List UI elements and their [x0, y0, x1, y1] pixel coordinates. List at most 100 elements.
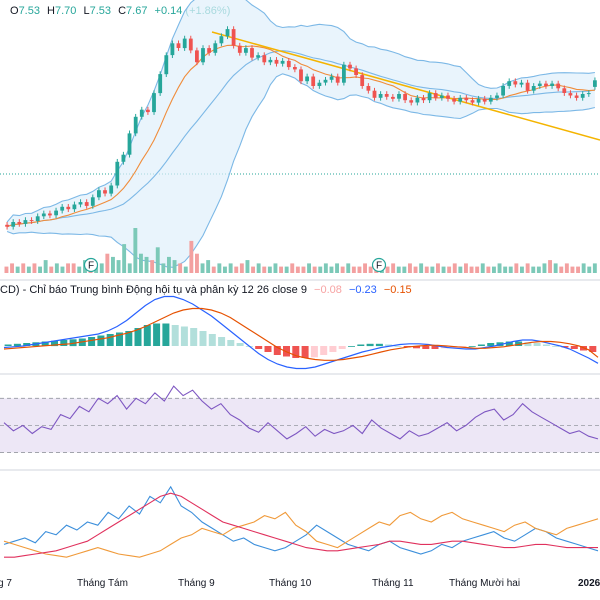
volume-bar: [239, 263, 244, 273]
macd-histogram-bar: [477, 344, 485, 346]
volume-bar: [273, 263, 278, 273]
volume-bar: [161, 263, 166, 273]
volume-bar: [116, 260, 121, 273]
macd-legend-title: CD) - Chỉ báo Trung bình Động hội tụ và …: [0, 284, 307, 296]
volume-bar: [581, 263, 586, 273]
candle-body: [544, 83, 548, 86]
macd-histogram-bar: [60, 340, 68, 346]
candle-body: [170, 43, 175, 56]
volume-bar: [559, 266, 564, 273]
candle-body: [286, 60, 291, 68]
volume-bar: [357, 266, 362, 273]
ohlc-close-value: 7.67: [126, 5, 147, 17]
volume-bar: [172, 260, 177, 273]
candle-body: [372, 90, 377, 98]
candle-body: [427, 93, 432, 101]
volume-bar: [223, 266, 227, 273]
volume-bar: [189, 240, 194, 273]
candle-body: [41, 213, 46, 217]
macd-histogram-bar: [542, 344, 550, 346]
volume-bar: [49, 266, 54, 273]
candle-body: [360, 75, 365, 86]
macd-histogram-bar: [366, 343, 374, 347]
volume-bar: [262, 266, 267, 273]
candle-body: [182, 38, 187, 49]
bollinger-upper-line: [6, 0, 595, 223]
volume-bar: [391, 263, 396, 273]
candle-body: [133, 116, 138, 134]
volume-bar: [475, 266, 480, 273]
candle-body: [531, 86, 536, 91]
candle-body: [35, 216, 40, 221]
rsi-line: [3, 385, 599, 440]
candle-body: [60, 206, 65, 211]
volume-bar: [284, 266, 289, 273]
volume-bar: [211, 266, 216, 273]
volume-bar: [183, 266, 188, 273]
macd-histogram-bar: [533, 343, 541, 346]
volume-bar: [592, 263, 597, 273]
macd-histogram-bar: [320, 346, 328, 355]
macd-histogram-bar: [385, 344, 393, 346]
time-axis[interactable]: g 7 Tháng Tám Tháng 9 Tháng 10 Tháng 11 …: [0, 578, 600, 589]
candle-body: [293, 67, 297, 70]
macd-histogram-bar: [116, 332, 123, 346]
candle-body: [66, 206, 71, 210]
volume-bar: [267, 266, 272, 273]
ohlc-low-key: L: [83, 5, 89, 17]
volume-bar: [206, 260, 211, 273]
macd-histogram-bar: [468, 346, 476, 347]
macd-histogram-bar: [4, 344, 12, 346]
volume-bar: [452, 263, 457, 273]
candle-body: [231, 29, 236, 46]
ohlc-close-key: C: [118, 5, 126, 17]
candle-body: [207, 48, 211, 53]
candle-body: [78, 202, 83, 205]
volume-bar: [413, 266, 418, 273]
volume-bar: [508, 266, 513, 273]
volume-bar: [486, 266, 491, 273]
candle-body: [146, 109, 150, 113]
candle-body: [439, 95, 444, 98]
candle-body: [274, 59, 279, 64]
candle-body: [268, 59, 273, 63]
volume-bar: [312, 266, 317, 273]
volume-bar: [441, 266, 446, 273]
macd-signal-value: −0.15: [384, 284, 412, 296]
volume-bar: [307, 263, 311, 273]
trend-line[interactable]: [211, 31, 600, 141]
candle-body: [458, 97, 463, 102]
candle-body: [48, 213, 52, 216]
macd-histogram-bar: [552, 346, 560, 347]
candle-body: [556, 83, 561, 89]
candle-body: [501, 86, 505, 96]
rsi-band-background: [0, 398, 600, 453]
volume-bar: [32, 263, 37, 273]
macd-histogram-bar: [292, 346, 300, 358]
candle-body: [299, 69, 303, 82]
macd-panel: [3, 295, 599, 370]
volume-bar: [234, 266, 239, 273]
volume-bar: [77, 266, 82, 273]
candle-body: [329, 76, 334, 80]
macd-histogram-bar: [273, 346, 281, 355]
volume-bar: [430, 266, 435, 273]
volume-bar: [122, 244, 127, 273]
volume-bar: [363, 263, 367, 273]
event-marker-badge: [371, 257, 387, 273]
candle-body: [574, 95, 579, 98]
macd-histogram-bar: [23, 343, 31, 346]
volume-bar: [71, 263, 76, 273]
candle-body: [103, 190, 107, 194]
volume-bar: [127, 263, 132, 273]
volume-bar: [548, 260, 552, 273]
volume-bar: [195, 253, 199, 273]
macd-histogram-bar: [106, 334, 114, 346]
ohlc-low-value: 7.53: [90, 5, 111, 17]
volume-bar: [480, 263, 485, 273]
event-marker-label: F: [88, 261, 94, 272]
candle-body: [323, 79, 328, 83]
macd-legend: CD) - Chỉ báo Trung bình Động hội tụ và …: [0, 284, 412, 296]
macd-histogram-bar: [143, 325, 151, 346]
